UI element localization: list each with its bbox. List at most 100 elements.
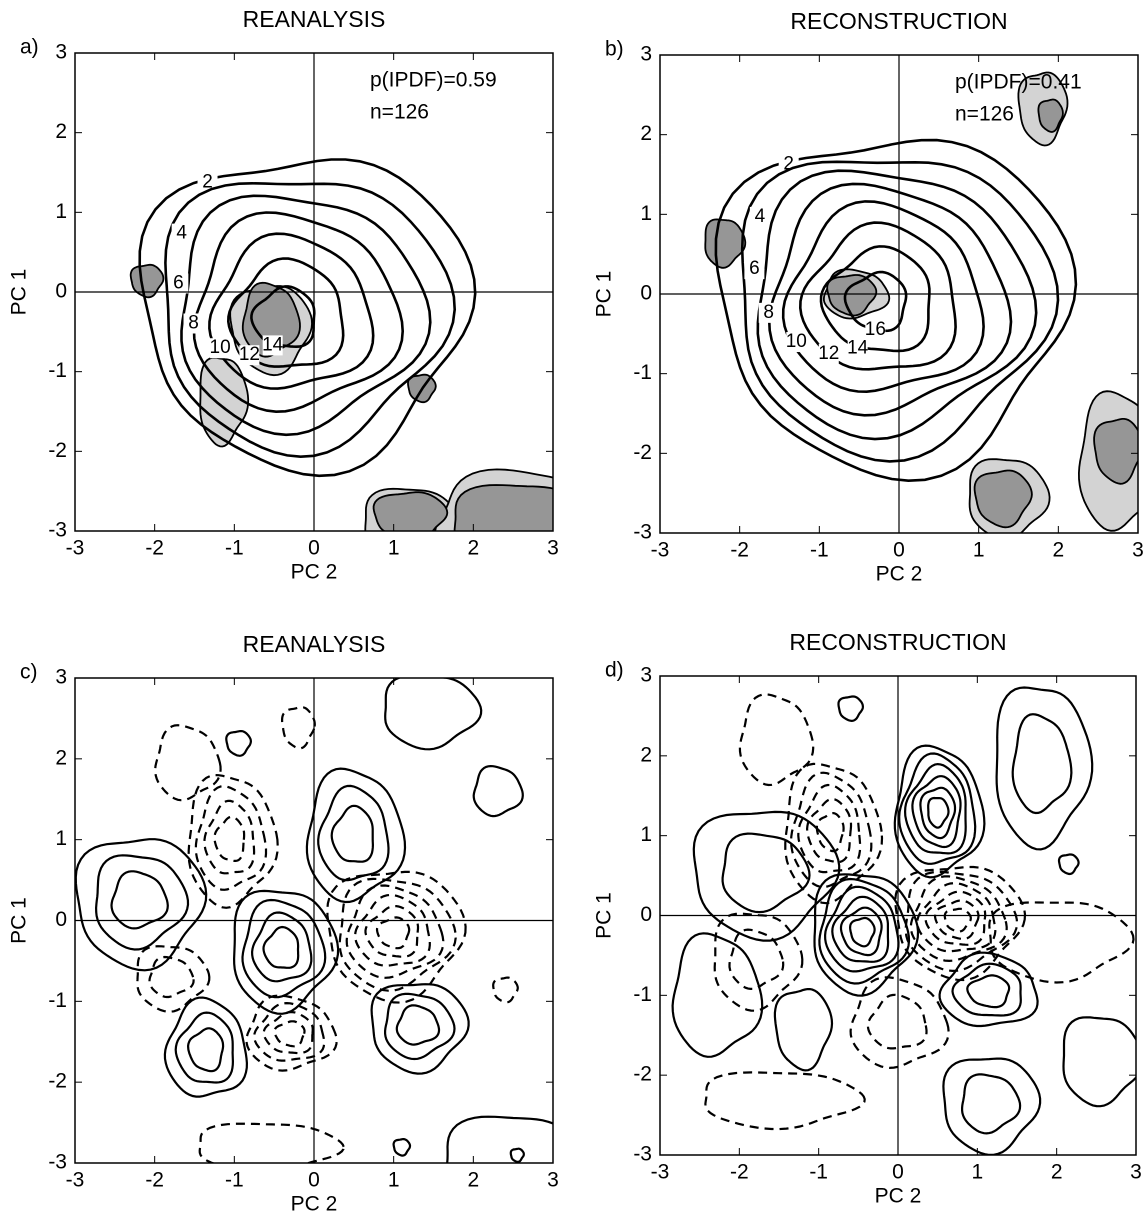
contour-label-bg (818, 343, 839, 364)
y-axis-label: PC 1 (8, 897, 31, 944)
y-tick-label: 2 (640, 743, 652, 766)
negative-contour (988, 901, 1135, 984)
contour-label: 14 (262, 334, 284, 355)
contour-label-bg (778, 154, 799, 175)
positive-contour (823, 885, 900, 973)
x-axis-label: PC 2 (875, 1185, 922, 1208)
contour-label: 10 (786, 331, 807, 352)
x-tick-label: -1 (225, 1169, 244, 1192)
positive-contour (893, 744, 986, 879)
y-tick-label: 0 (55, 908, 67, 931)
positive-contour (995, 686, 1094, 851)
negative-contour (194, 785, 268, 891)
shaded-region (129, 263, 165, 299)
contour-line (180, 194, 432, 437)
negative-contour (894, 865, 1027, 982)
positive-contour (903, 762, 967, 855)
y-tick-label: 3 (640, 664, 652, 687)
chart-title: RECONSTRUCTION (789, 629, 1006, 655)
contour-label-bg (749, 206, 770, 227)
positive-contour (818, 877, 911, 985)
x-tick-label: 2 (467, 1169, 479, 1192)
negative-contour (916, 882, 997, 953)
positive-contour (927, 796, 950, 829)
contour-label-bg (786, 332, 807, 353)
y-axis-label: PC 1 (593, 271, 616, 318)
negative-contour (326, 870, 467, 1004)
positive-contour (1011, 713, 1073, 815)
negative-contour (253, 1001, 326, 1062)
contour-label: 12 (818, 343, 839, 364)
shaded-region (704, 218, 747, 269)
x-axis-label: PC 2 (291, 561, 338, 584)
plot-area (75, 678, 553, 1163)
negative-contour (909, 875, 1008, 963)
x-tick-label: -2 (730, 539, 749, 562)
y-tick-label: 3 (55, 666, 67, 689)
x-tick-label: -2 (145, 537, 164, 560)
negative-contour (198, 1122, 345, 1163)
positive-contour (837, 695, 865, 723)
negative-contour (281, 706, 316, 750)
positive-contour (395, 1004, 441, 1046)
positive-contour (919, 786, 957, 840)
x-tick-label: 3 (547, 1169, 559, 1192)
y-tick-label: 3 (640, 43, 652, 66)
contour-line (138, 158, 477, 478)
panel-label: c) (20, 661, 38, 684)
positive-contour (911, 775, 962, 849)
contour-label: 10 (210, 337, 231, 358)
y-tick-label: -3 (48, 519, 67, 542)
contour-label-bg (865, 320, 886, 341)
x-tick-label: -2 (145, 1169, 164, 1192)
panel: -3 -2 -1 0 1 2 3 -3 -2 -1 0 1 2 3 RECONSTRUCTION d) PC 2… (593, 629, 1142, 1208)
x-tick-label: 3 (1132, 539, 1144, 562)
y-tick-label: -2 (48, 1070, 67, 1093)
contour-label-bg (744, 259, 765, 280)
y-tick-label: -1 (633, 983, 652, 1006)
chart-title: REANALYSIS (243, 631, 386, 657)
positive-contour (186, 1027, 225, 1073)
x-tick-label: 0 (893, 539, 905, 562)
negative-contour (784, 762, 884, 905)
negative-contour (203, 799, 256, 875)
positive-contour (384, 678, 483, 751)
y-tick-label: 0 (55, 280, 67, 303)
chart-title: RECONSTRUCTION (790, 8, 1007, 34)
contour-line (781, 200, 985, 394)
y-tick-label: 1 (55, 827, 67, 850)
negative-contour (492, 976, 519, 1004)
y-tick-label: -2 (633, 441, 652, 464)
contour-label: 8 (763, 302, 774, 323)
negative-contour (364, 905, 420, 958)
positive-contour (898, 752, 977, 865)
contour-label: 2 (783, 154, 794, 175)
x-tick-label: 1 (388, 1169, 400, 1192)
contour-label: 6 (173, 272, 184, 293)
negative-contour (704, 1071, 866, 1131)
shaded-region (372, 491, 449, 531)
y-tick-label: -2 (48, 439, 67, 462)
positive-contour (472, 764, 524, 818)
x-tick-label: -3 (651, 1161, 670, 1184)
positive-contour (163, 996, 249, 1098)
y-tick-label: -2 (633, 1063, 652, 1086)
contour-line (164, 181, 457, 459)
y-tick-label: -3 (48, 1151, 67, 1174)
y-tick-label: 1 (55, 200, 67, 223)
negative-contour (213, 815, 246, 862)
contour-line (819, 245, 931, 353)
x-tick-label: 2 (467, 537, 479, 560)
negative-contour (154, 724, 222, 802)
negative-contour (805, 797, 853, 864)
x-tick-label: -2 (730, 1161, 749, 1184)
x-tick-label: 0 (308, 537, 320, 560)
contour-label: 2 (202, 171, 213, 192)
shaded-region (241, 281, 301, 358)
x-tick-label: -1 (810, 539, 829, 562)
plot-area: 2 4 68 10 12 14 (75, 53, 553, 531)
x-tick-label: -1 (809, 1161, 828, 1184)
